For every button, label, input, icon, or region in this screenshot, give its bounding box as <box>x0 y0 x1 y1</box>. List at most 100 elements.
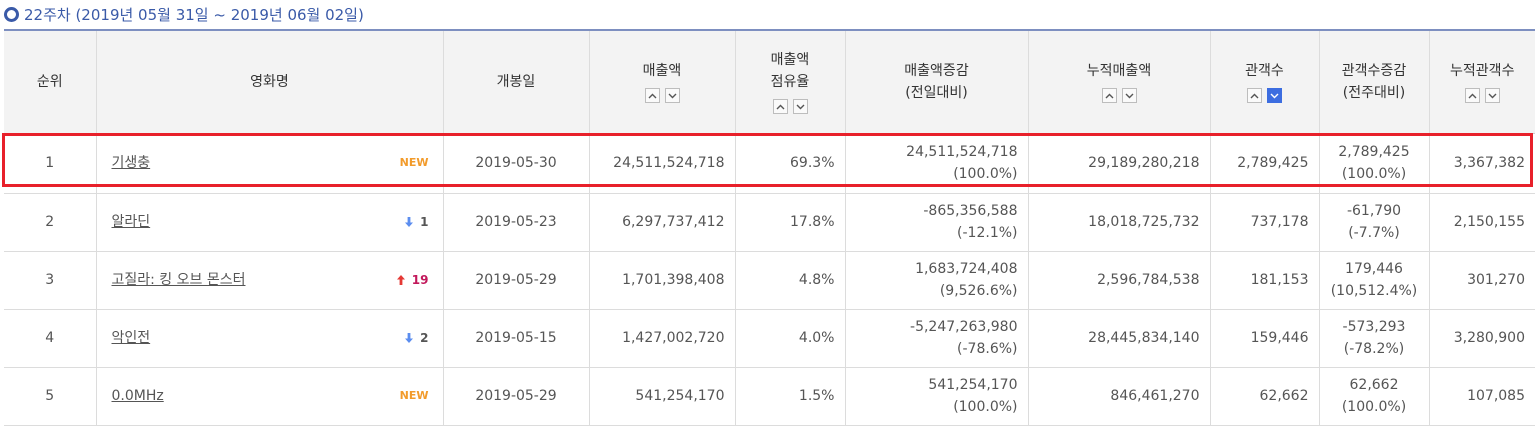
sort-desc-icon[interactable] <box>1121 88 1137 104</box>
movie-title-link[interactable]: 알라딘 <box>111 214 151 230</box>
table-header-row: 순위 영화명 개봉일 매출액 매출액 점유율 매출액증감 (전일대비) 누적매출… <box>4 29 1535 134</box>
audience-cell: 62,662 <box>1209 367 1319 426</box>
audience-delta-cell: 62,662 (100.0%) <box>1318 367 1429 426</box>
new-badge: NEW <box>399 389 429 402</box>
movie-title-link[interactable]: 기생충 <box>111 155 151 171</box>
arrow-down-icon <box>404 332 414 344</box>
audience-delta-percent: (100.0%) <box>1341 166 1407 182</box>
title-cell: 기생충 NEW <box>95 133 443 194</box>
sales-delta-cell: -5,247,263,980 (-78.6%) <box>844 309 1028 368</box>
rank-cell: 5 <box>4 367 96 426</box>
header-audience: 관객수 <box>1209 29 1319 134</box>
table-row: 2 알라딘 1 2019-05-23 6,297,737,412 17.8% -865,35… <box>4 193 1535 252</box>
acc-sales-cell: 29,189,280,218 <box>1027 133 1210 194</box>
rank-change: 1 <box>404 211 429 233</box>
share-cell: 69.3% <box>734 133 845 194</box>
audience-cell: 2,789,425 <box>1209 133 1319 194</box>
open-date-cell: 2019-05-30 <box>442 133 589 194</box>
acc-sales-cell: 28,445,834,140 <box>1027 309 1210 368</box>
header-title: 영화명 <box>95 29 443 134</box>
sales-cell: 6,297,737,412 <box>588 193 735 252</box>
acc-audience-cell: 107,085 <box>1428 367 1535 426</box>
audience-delta-cell: -61,790 (-7.7%) <box>1318 193 1429 252</box>
share-cell: 4.8% <box>734 251 845 310</box>
sort-asc-icon[interactable] <box>644 88 660 104</box>
sales-cell: 1,427,002,720 <box>588 309 735 368</box>
open-date-cell: 2019-05-29 <box>442 251 589 310</box>
header-audience-delta: 관객수증감 (전주대비) <box>1318 29 1429 134</box>
table-row: 1 기생충 NEW 2019-05-30 24,511,524,718 69.3% 24,5… <box>4 133 1535 194</box>
title-cell: 악인전 2 <box>95 309 443 368</box>
audience-cell: 737,178 <box>1209 193 1319 252</box>
sales-delta-percent: (100.0%) <box>953 399 1018 415</box>
audience-delta-value: -573,293 <box>1342 319 1406 335</box>
sales-delta-cell: 1,683,724,408 (9,526.6%) <box>844 251 1028 310</box>
open-date-cell: 2019-05-15 <box>442 309 589 368</box>
header-sales: 매출액 <box>588 29 735 134</box>
sales-delta-value: -865,356,588 <box>923 203 1018 219</box>
share-cell: 17.8% <box>734 193 845 252</box>
acc-audience-cell: 301,270 <box>1428 251 1535 310</box>
header-rank: 순위 <box>4 29 96 134</box>
audience-delta-value: 2,789,425 <box>1338 144 1410 160</box>
open-date-cell: 2019-05-29 <box>442 367 589 426</box>
sort-asc-icon[interactable] <box>1247 88 1262 104</box>
rank-cell: 4 <box>4 309 96 368</box>
acc-audience-cell: 2,150,155 <box>1428 193 1535 252</box>
rank-cell: 2 <box>4 193 96 252</box>
share-cell: 1.5% <box>734 367 845 426</box>
rank-change-value: 2 <box>420 331 429 345</box>
share-cell: 4.0% <box>734 309 845 368</box>
sales-delta-value: 1,683,724,408 <box>915 261 1018 277</box>
table-row: 5 0.0MHz NEW 2019-05-29 541,254,170 1.5% 541,2… <box>4 367 1535 426</box>
audience-delta-value: 179,446 <box>1345 261 1403 277</box>
title-cell-content: 알라딘 1 <box>112 211 429 233</box>
sort-asc-icon[interactable] <box>1101 88 1117 104</box>
acc-audience-cell: 3,367,382 <box>1428 133 1535 194</box>
movie-title-link[interactable]: 고질라: 킹 오브 몬스터 <box>111 272 246 288</box>
audience-delta-percent: (-7.7%) <box>1348 225 1400 241</box>
acc-audience-cell: 3,280,900 <box>1428 309 1535 368</box>
sort-desc-icon[interactable] <box>1484 88 1500 104</box>
title-cell: 알라딘 1 <box>95 193 443 252</box>
boxoffice-table: 순위 영화명 개봉일 매출액 매출액 점유율 매출액증감 (전일대비) 누적매출… <box>4 29 1535 426</box>
movie-title-link[interactable]: 악인전 <box>111 330 151 346</box>
sort-asc-icon[interactable] <box>1464 88 1480 104</box>
movie-title-link[interactable]: 0.0MHz <box>111 388 164 404</box>
audience-cell: 159,446 <box>1209 309 1319 368</box>
week-caption-text: 22주차 (2019년 05월 31일 ~ 2019년 06월 02일) <box>24 5 364 24</box>
acc-sales-cell: 2,596,784,538 <box>1027 251 1210 310</box>
audience-delta-value: 62,662 <box>1349 377 1399 393</box>
sales-cell: 1,701,398,408 <box>588 251 735 310</box>
bullet-ring-icon <box>4 6 19 22</box>
sort-desc-icon[interactable] <box>664 88 680 104</box>
audience-delta-percent: (100.0%) <box>1341 399 1407 415</box>
audience-cell: 181,153 <box>1209 251 1319 310</box>
sales-delta-percent: (-78.6%) <box>957 341 1018 357</box>
table-row: 3 고질라: 킹 오브 몬스터 19 2019-05-29 1,701,398,408 4… <box>4 251 1535 310</box>
title-cell: 0.0MHz NEW <box>95 367 443 426</box>
sales-cell: 541,254,170 <box>588 367 735 426</box>
audience-delta-value: -61,790 <box>1346 203 1402 219</box>
sales-delta-cell: 541,254,170 (100.0%) <box>844 367 1028 426</box>
arrow-down-icon <box>404 216 414 228</box>
rank-change-value: 1 <box>420 215 429 229</box>
arrow-up-icon <box>396 274 406 286</box>
sales-delta-value: 541,254,170 <box>928 377 1018 393</box>
sort-asc-icon[interactable] <box>772 99 788 115</box>
header-sales-delta: 매출액증감 (전일대비) <box>844 29 1028 134</box>
audience-delta-percent: (-78.2%) <box>1343 341 1405 357</box>
sort-desc-icon[interactable] <box>792 99 808 115</box>
sort-desc-icon[interactable] <box>1267 88 1282 104</box>
audience-delta-cell: 2,789,425 (100.0%) <box>1318 133 1429 194</box>
audience-delta-cell: 179,446 (10,512.4%) <box>1318 251 1429 310</box>
sales-cell: 24,511,524,718 <box>588 133 735 194</box>
sales-delta-cell: 24,511,524,718 (100.0%) <box>844 133 1028 194</box>
header-acc-audience: 누적관객수 <box>1428 29 1535 134</box>
new-badge: NEW <box>399 156 429 169</box>
week-caption: 22주차 (2019년 05월 31일 ~ 2019년 06월 02일) <box>4 4 364 24</box>
rank-change: 2 <box>404 327 429 349</box>
sales-delta-percent: (9,526.6%) <box>939 283 1018 299</box>
header-acc-sales: 누적매출액 <box>1027 29 1210 134</box>
title-cell-content: 0.0MHz NEW <box>112 385 429 407</box>
